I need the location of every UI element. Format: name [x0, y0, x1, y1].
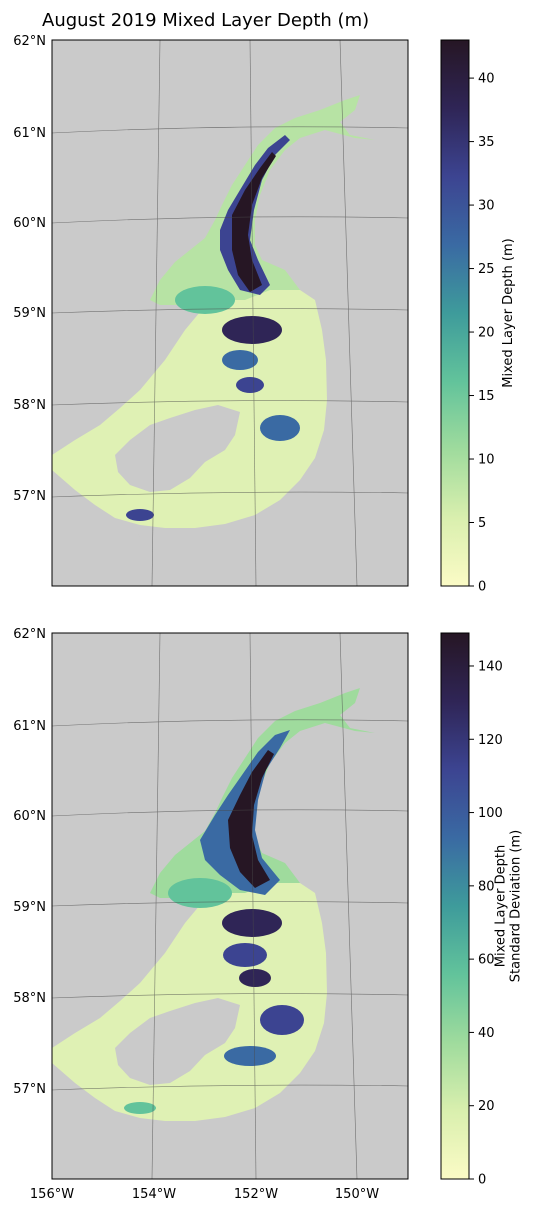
colorbar-label-line: Standard Deviation (m): [509, 830, 524, 982]
kodiak-island: [115, 998, 240, 1085]
map-frame: [51, 632, 409, 1180]
colorbar-tick-label: 100: [478, 806, 503, 821]
colorbar-tick-label: 5: [478, 516, 486, 531]
colorbar-label: Mixed Layer DepthStandard Deviation (m): [494, 830, 524, 982]
kodiak-island: [115, 405, 240, 492]
map-frame: [51, 39, 409, 587]
graticule: [52, 40, 408, 586]
figure-title: August 2019 Mixed Layer Depth (m): [42, 10, 369, 31]
map-panel-mean: 62°N 61°N 60°N 59°N 58°N 57°N: [13, 34, 409, 587]
south-patch: [224, 1046, 276, 1066]
lon-labels: 156°W 154°W 152°W 150°W: [30, 1187, 379, 1202]
deep-patch-1: [222, 909, 282, 937]
lat-label: 57°N: [13, 1082, 46, 1097]
colorbar-ticks: 0 5 10 15 20 25 30 35 40: [469, 72, 495, 595]
colorbar-tick-label: 15: [478, 389, 495, 404]
colorbar-tick-label: 140: [478, 659, 503, 674]
colorbar-tick-label: 40: [478, 72, 495, 87]
deep-channel-core: [232, 152, 276, 292]
deep-patch-1: [222, 316, 282, 344]
graticule: [52, 633, 408, 1179]
lat-label: 60°N: [13, 216, 46, 231]
lon-label: 156°W: [30, 1187, 74, 1202]
colorbar-tick-label: 0: [478, 580, 486, 595]
deep-patch-2: [223, 943, 267, 967]
colorbar-label: Mixed Layer Depth (m): [501, 238, 516, 387]
colorbar-tick-label: 60: [478, 953, 495, 968]
colorbar-mean: 0 5 10 15 20 25 30 35 40 Mixed Layer Depth (m): [440, 39, 516, 595]
lon-label: 152°W: [234, 1187, 278, 1202]
colorbar-tick-label: 10: [478, 453, 495, 468]
mid-patch: [168, 878, 232, 908]
colorbar-tick-label: 20: [478, 326, 495, 341]
deep-patch-2: [222, 350, 258, 370]
colorbar-gradient: [440, 632, 470, 1180]
deep-patch-3: [239, 969, 271, 987]
ocean-field: [52, 95, 375, 552]
colorbar-label-line: Mixed Layer Depth (m): [501, 238, 516, 387]
lat-label: 58°N: [13, 398, 46, 413]
south-patch-2: [124, 1102, 156, 1114]
map-panel-std: 62°N 61°N 60°N 59°N 58°N 57°N 156°W 154°…: [13, 627, 409, 1202]
colorbar-tick-label: 25: [478, 262, 495, 277]
ocean-field: [52, 688, 375, 1145]
lat-label: 60°N: [13, 809, 46, 824]
southern-islets: [115, 1127, 160, 1145]
colorbar-tick-label: 35: [478, 135, 495, 150]
lat-label: 62°N: [13, 34, 46, 49]
colorbar-tick-label: 20: [478, 1099, 495, 1114]
colorbar-std: 0 20 40 60 80 100 120 140 Mixed Layer DepthStan…: [440, 632, 524, 1188]
eddy-patch: [260, 415, 300, 441]
lat-label: 61°N: [13, 126, 46, 141]
south-patch: [126, 509, 154, 521]
colorbar-ticks: 0 20 40 60 80 100 120 140: [469, 659, 503, 1188]
deep-patch-3: [236, 377, 264, 393]
lat-label: 61°N: [13, 719, 46, 734]
southern-islets: [115, 534, 160, 552]
colorbar-tick-label: 30: [478, 199, 495, 214]
lat-label: 57°N: [13, 489, 46, 504]
lat-label: 59°N: [13, 306, 46, 321]
lon-label: 154°W: [132, 1187, 176, 1202]
colorbar-tick-label: 80: [478, 879, 495, 894]
lat-label: 58°N: [13, 991, 46, 1006]
lon-label: 150°W: [335, 1187, 379, 1202]
deep-channel-core: [228, 750, 274, 888]
colorbar-tick-label: 40: [478, 1026, 495, 1041]
colorbar-tick-label: 120: [478, 733, 503, 748]
colorbar-tick-label: 0: [478, 1173, 486, 1188]
colorbar-label-line: Mixed Layer Depth: [494, 845, 509, 967]
mid-patch: [175, 286, 235, 314]
lat-labels: 62°N 61°N 60°N 59°N 58°N 57°N: [13, 627, 46, 1097]
cook-inlet-field: [150, 95, 375, 305]
eddy-patch: [260, 1005, 304, 1035]
lat-label: 62°N: [13, 627, 46, 642]
lat-labels: 62°N 61°N 60°N 59°N 58°N 57°N: [13, 34, 46, 504]
lat-label: 59°N: [13, 900, 46, 915]
colorbar-gradient: [440, 39, 470, 587]
